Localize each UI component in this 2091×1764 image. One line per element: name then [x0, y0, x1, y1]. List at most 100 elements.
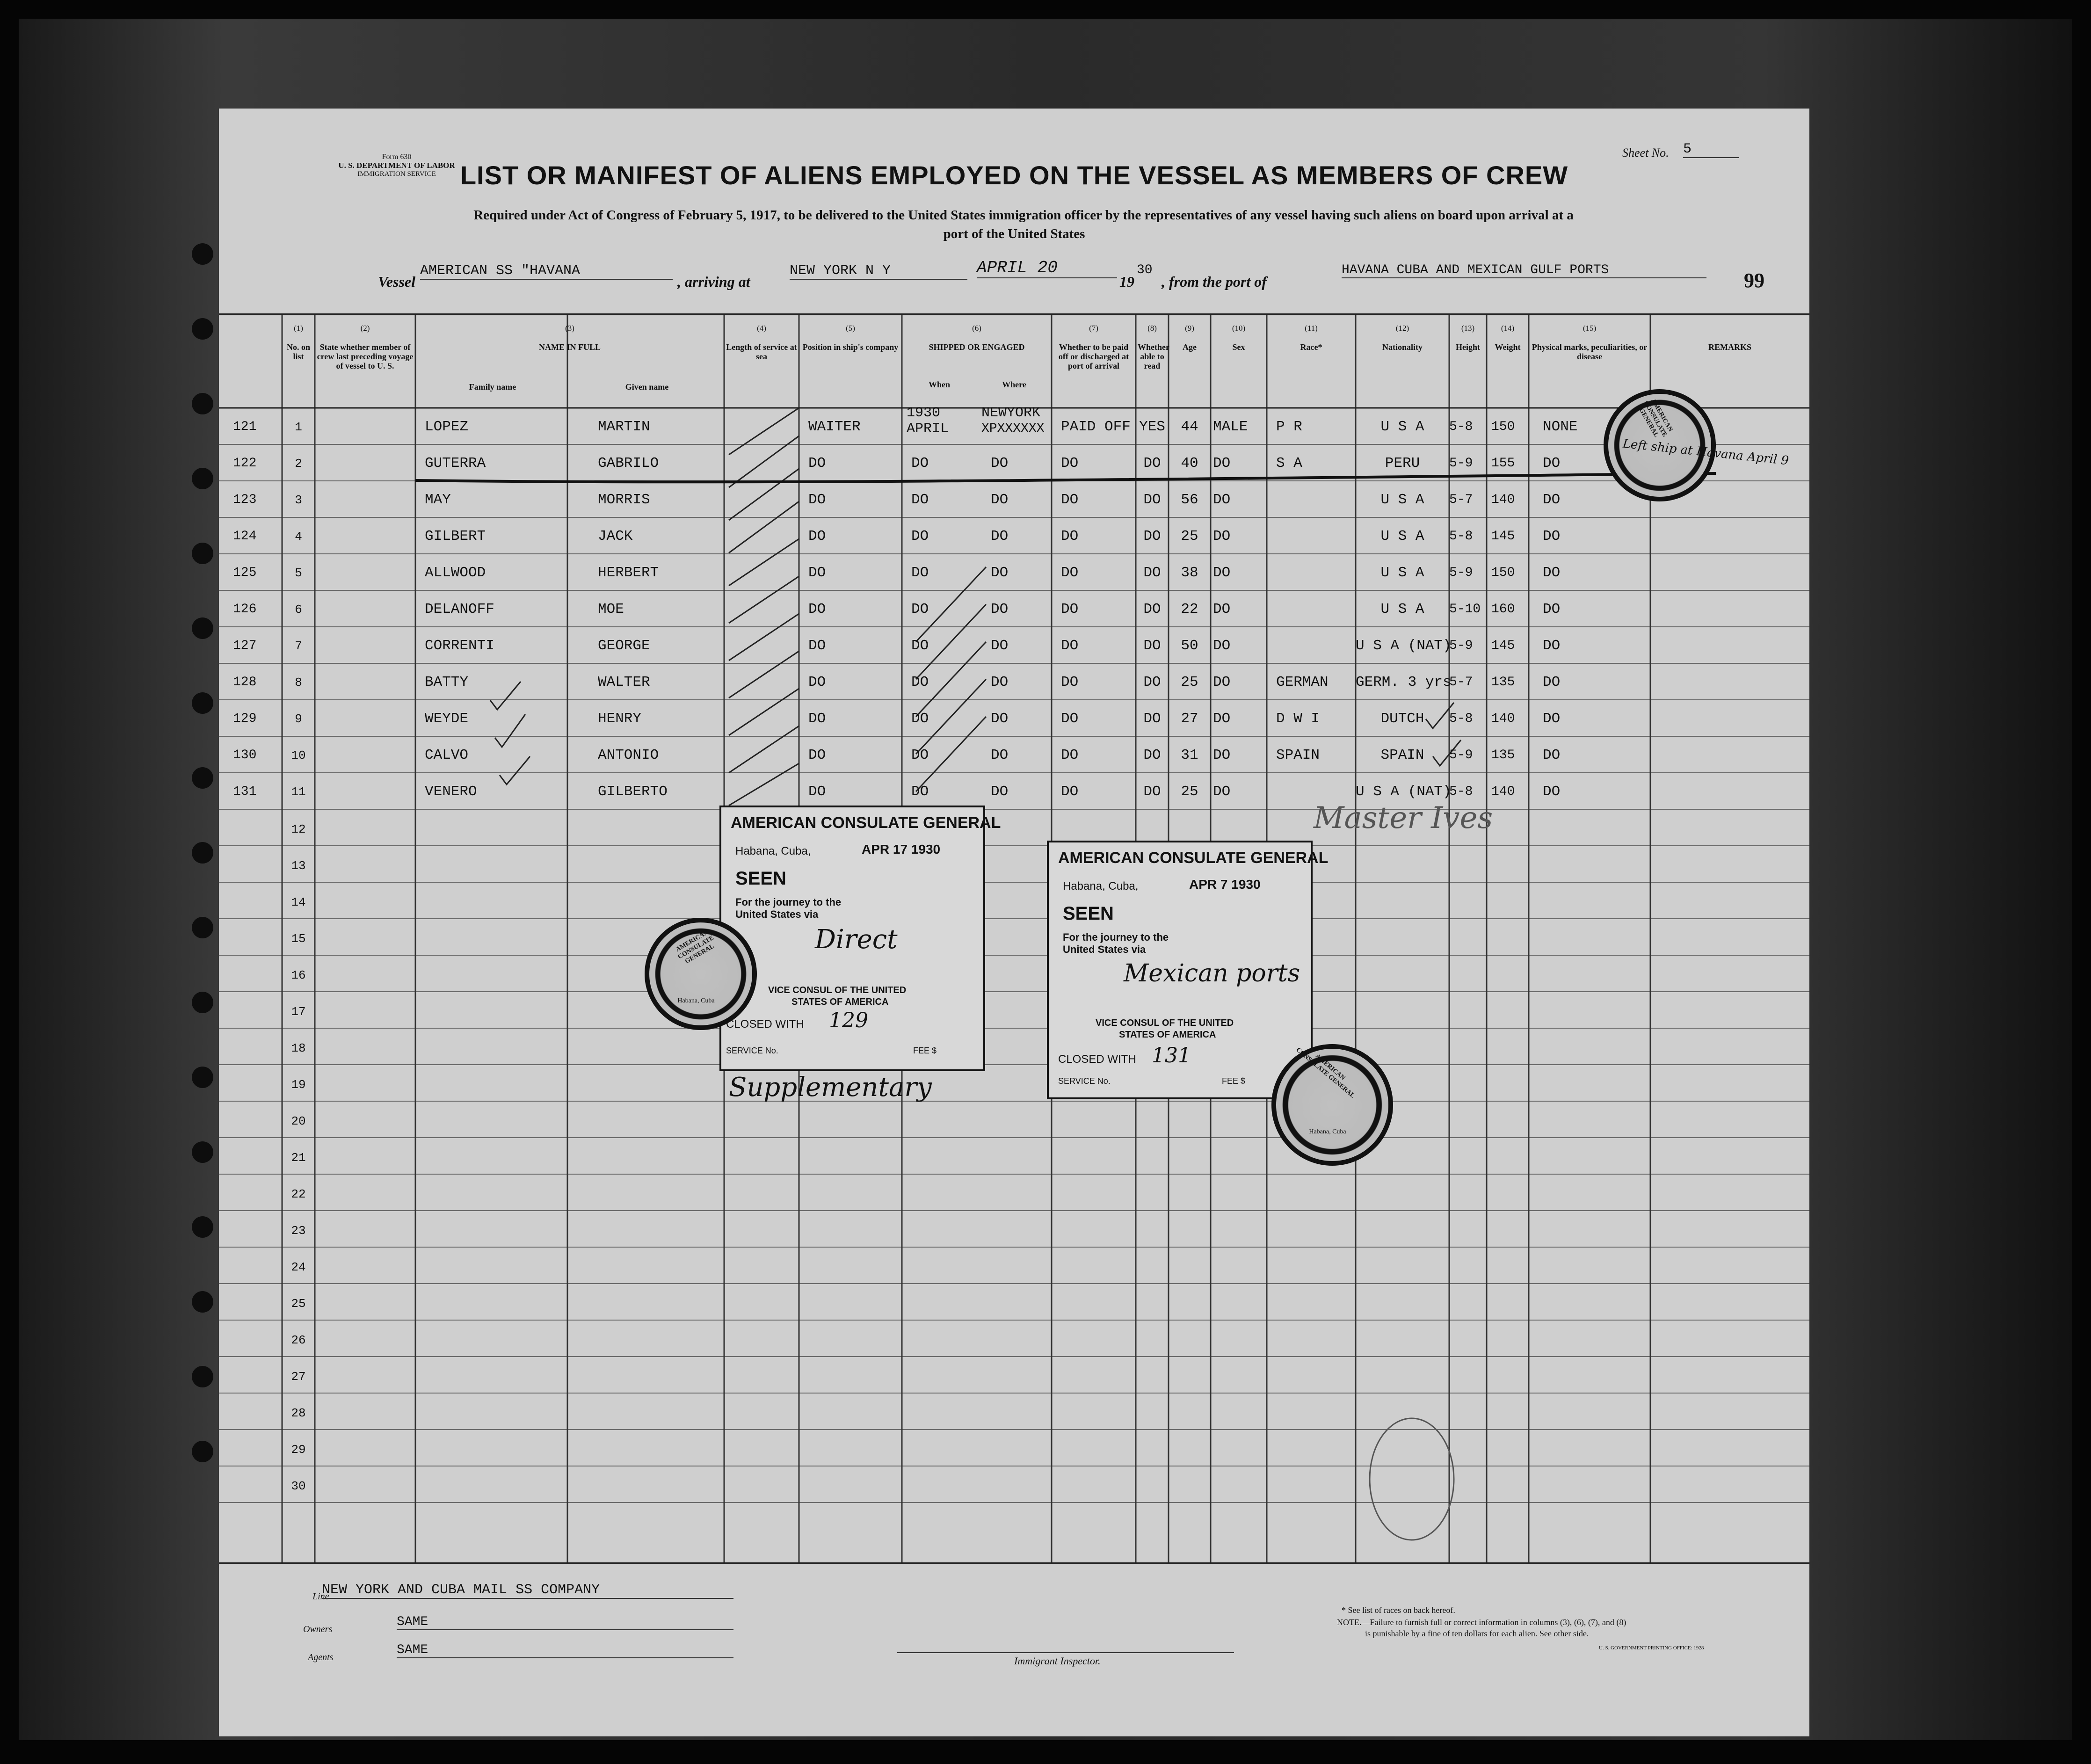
stamp-fee: FEE $ [913, 1046, 937, 1055]
stamp-closed-label: CLOSED WITH [1058, 1053, 1136, 1066]
column-label-c2: State whether member of crew last preced… [317, 342, 414, 370]
column-number-c8: (8) [1147, 324, 1157, 333]
list-number: 30 [291, 1479, 306, 1493]
consulate-seal: AMERICAN CONSULATE GENERAL Habana, Cuba [1271, 1044, 1393, 1166]
footer-line-label: Line [312, 1591, 329, 1602]
height: 5-8 [1449, 711, 1473, 726]
able-to-read: DO [1143, 601, 1161, 617]
stamp-date: APR 17 1930 [862, 842, 941, 857]
shipped-when: DO [911, 565, 929, 581]
binder-hole [192, 393, 213, 414]
shipped-where: DO [991, 747, 1009, 763]
paid-off: DO [1061, 528, 1079, 544]
able-to-read: DO [1143, 528, 1161, 544]
column-label-c1: No. on list [286, 342, 310, 361]
check-mark [499, 756, 531, 786]
column-label-c11: Race* [1300, 342, 1322, 352]
weight: 140 [1491, 784, 1515, 799]
paid-off: DO [1061, 747, 1079, 763]
shipped-where: DO [991, 565, 1009, 581]
list-number: 3 [295, 493, 302, 507]
check-mark [494, 714, 526, 748]
list-number: 21 [291, 1151, 306, 1165]
physical-marks: DO [1543, 674, 1561, 690]
stamp-closed-label: CLOSED WITH [726, 1018, 804, 1031]
binder-hole [192, 917, 213, 938]
sex: DO [1213, 784, 1231, 800]
race: D W I [1276, 711, 1320, 727]
stamp-seen: SEEN [735, 868, 786, 889]
race: P R [1276, 419, 1302, 435]
physical-marks: DO [1543, 711, 1561, 727]
position: DO [808, 674, 826, 690]
age: 27 [1181, 711, 1198, 727]
shipped-when: DO [911, 528, 929, 544]
paid-off: DO [1061, 492, 1079, 508]
list-number: 10 [291, 748, 306, 762]
column-label-c14: Weight [1495, 342, 1521, 352]
sex: DO [1213, 455, 1231, 472]
paid-off: DO [1061, 711, 1079, 727]
seq-number: 130 [233, 748, 257, 762]
nationality: U S A [1380, 419, 1424, 435]
list-number: 1 [295, 420, 302, 434]
arriving-label: , arriving at [677, 273, 750, 290]
seq-number: 121 [233, 420, 257, 434]
column-when: When [928, 380, 950, 389]
able-to-read: DO [1143, 674, 1161, 690]
stamp-service: SERVICE No. [1058, 1076, 1111, 1086]
column-number-c9: (9) [1185, 324, 1194, 333]
list-number: 18 [291, 1041, 306, 1055]
nationality: U S A [1380, 565, 1424, 581]
age: 25 [1181, 528, 1198, 544]
age: 38 [1181, 565, 1198, 581]
seal-place: Habana, Cuba [677, 997, 715, 1004]
nationality: GERM. 3 yrs [1356, 674, 1452, 690]
stamp-consul2: STATES OF AMERICA [1119, 1030, 1216, 1040]
list-number: 13 [291, 859, 306, 873]
year-value: 30 [1137, 263, 1153, 277]
weight: 135 [1491, 748, 1515, 762]
shipped-where: DO [991, 455, 1009, 472]
race: SPAIN [1276, 747, 1320, 763]
shipped-where: DO [991, 601, 1009, 617]
weight: 145 [1491, 529, 1515, 544]
list-number: 23 [291, 1224, 306, 1238]
nationality: SPAIN [1380, 747, 1424, 763]
stamp-consul1: VICE CONSUL OF THE UNITED [1096, 1018, 1234, 1028]
height: 5-7 [1449, 675, 1473, 690]
binder-hole [192, 1067, 213, 1088]
from-value: HAVANA CUBA AND MEXICAN GULF PORTS [1342, 263, 1706, 278]
list-number: 24 [291, 1260, 306, 1274]
binder-hole [192, 1366, 213, 1387]
consulate-stamp-direct: AMERICAN CONSULATE GENERAL Habana, Cuba,… [719, 806, 1001, 1071]
physical-marks: DO [1543, 455, 1561, 472]
position: DO [808, 711, 826, 727]
shipped-where: NEWYORK [981, 405, 1041, 421]
age: 22 [1181, 601, 1198, 617]
given-name: GILBERTO [598, 784, 668, 800]
stamp-journey: For the journey to the United States via [735, 896, 842, 920]
service-column-strokes [728, 407, 987, 806]
nationality: U S A [1380, 601, 1424, 617]
binder-hole [192, 692, 213, 714]
sex: DO [1213, 528, 1231, 544]
nationality: U S A [1380, 528, 1424, 544]
given-name: HERBERT [598, 565, 659, 581]
footer-line-value: NEW YORK AND CUBA MAIL SS COMPANY [322, 1582, 733, 1599]
from-label: , from the port of [1162, 273, 1267, 290]
nationality: DUTCH [1380, 711, 1424, 727]
shipped-when: 1930 APRIL [907, 405, 949, 437]
list-number: 14 [291, 895, 306, 909]
list-number: 5 [295, 566, 302, 580]
height: 5-8 [1449, 784, 1473, 799]
able-to-read: DO [1143, 747, 1161, 763]
arriving-value: NEW YORK N Y [790, 263, 967, 280]
list-number: 4 [295, 530, 302, 544]
list-number: 29 [291, 1443, 306, 1457]
race: S A [1276, 455, 1302, 472]
family-name: MAY [425, 492, 451, 508]
table-grid [219, 313, 1809, 1564]
dept-line1: U. S. DEPARTMENT OF LABOR [338, 161, 455, 170]
stamp-service: SERVICE No. [726, 1046, 778, 1055]
